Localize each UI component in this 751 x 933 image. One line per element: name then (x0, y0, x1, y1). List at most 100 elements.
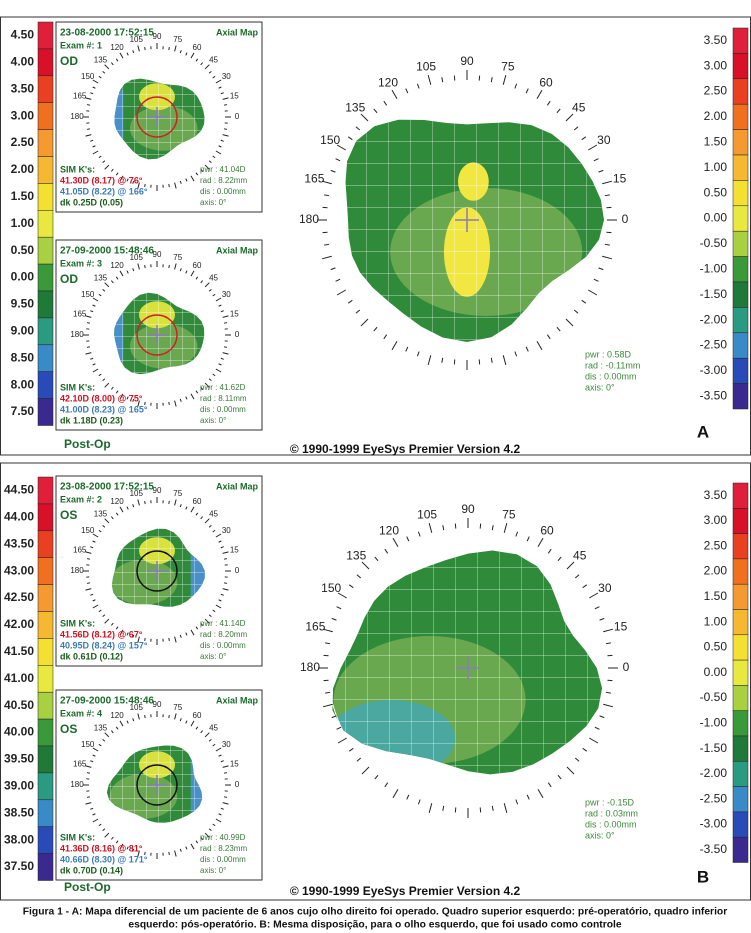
angle-label: 90 (153, 700, 162, 709)
ring-tick (90, 92, 94, 95)
ring-tick (491, 525, 494, 531)
ring-tick (605, 691, 611, 694)
ring-tick (168, 714, 170, 719)
ring-tick (126, 178, 129, 182)
ring-tick (137, 400, 140, 407)
ring-tick (574, 757, 580, 762)
ring-tick (373, 108, 378, 114)
ring-tick (356, 574, 362, 579)
ring-tick (223, 772, 228, 774)
angle-label: 165 (73, 759, 87, 768)
ring-tick (392, 537, 399, 548)
ring-tick (98, 529, 102, 533)
copyright: © 1990-1999 EyeSys Premier Version 4.2 (290, 442, 521, 456)
ring-tick (102, 160, 106, 164)
ring-tick (330, 267, 336, 271)
angle-label: 0 (235, 566, 240, 575)
ring-tick (185, 396, 188, 400)
map-rad: rad : 8.11mm (200, 394, 247, 403)
scale-label: 1.00 (704, 160, 728, 174)
scale-label: 43.50 (4, 536, 34, 550)
ring-tick (220, 760, 224, 763)
ring-tick (126, 632, 129, 636)
ring-tick (102, 378, 106, 382)
angle-label: 45 (209, 510, 218, 519)
exam: Exam #: 3 (60, 258, 102, 268)
ring-tick (223, 322, 228, 324)
ring-tick (582, 747, 588, 752)
ring-tick (126, 396, 129, 400)
scale-label: 2.00 (704, 564, 728, 578)
ring-tick (174, 713, 177, 720)
ring-tick (223, 104, 228, 106)
ring-tick (137, 850, 140, 857)
angle-label: 180 (70, 330, 84, 339)
ring-tick (168, 183, 170, 188)
ring-tick (179, 718, 182, 722)
ring-tick (427, 74, 432, 85)
ring-tick (360, 113, 369, 122)
ring-tick (92, 540, 96, 543)
map-pwr: pwr : 40.99D (200, 833, 246, 842)
scale-cell (732, 281, 749, 308)
ring-tick (391, 340, 398, 351)
ring-tick (347, 299, 353, 304)
ring-tick (547, 782, 552, 788)
angle-label: 75 (173, 703, 182, 712)
ring-tick (115, 840, 119, 844)
k2: 41.05D (8.22) @ 166° (60, 186, 148, 196)
ring-tick (331, 617, 337, 621)
ring-tick (565, 318, 574, 327)
zone (190, 758, 203, 812)
ring-tick (220, 546, 224, 549)
ring-tick (525, 346, 529, 352)
k1: 42.10D (8.00) @ 75° (60, 393, 143, 403)
scale-label: 2.00 (11, 162, 35, 176)
ring-tick (204, 732, 210, 738)
ring-tick (336, 726, 342, 730)
ring-tick (98, 155, 102, 159)
ring-tick (126, 270, 129, 274)
map-type: Axial Map (216, 27, 259, 37)
ring-tick (218, 599, 222, 602)
scale-label: 4.50 (11, 28, 35, 42)
ring-tick (115, 58, 119, 62)
ring-tick (593, 158, 599, 162)
ring-tick (442, 525, 445, 531)
ring-tick (565, 113, 574, 122)
ring-tick (215, 818, 222, 823)
ring-tick (168, 46, 170, 51)
ring-tick (92, 747, 99, 752)
ring-tick (208, 70, 212, 74)
scale-label: 0.00 (11, 270, 35, 284)
scale-cell (37, 718, 54, 747)
ring-tick (90, 593, 94, 596)
ring-tick (212, 155, 216, 159)
ring-tick (86, 558, 91, 560)
angle-label: 45 (209, 56, 218, 65)
ring-tick (602, 255, 613, 260)
scale-cell (37, 745, 54, 774)
ring-tick (502, 355, 507, 366)
ring-tick (222, 315, 229, 318)
ring-tick (526, 536, 530, 542)
angle-label: 15 (614, 619, 628, 633)
ring-tick (92, 368, 99, 373)
ring-tick (383, 100, 388, 106)
ring-tick (179, 398, 182, 402)
ring-tick (115, 512, 119, 516)
ring-tick (220, 593, 224, 596)
angle-label: 150 (81, 740, 95, 749)
ring-tick (185, 506, 188, 510)
ring-tick (222, 352, 229, 355)
angle-label: 120 (110, 711, 124, 720)
scale-cell (732, 307, 749, 334)
angle-label: 180 (70, 112, 84, 121)
ring-tick (416, 351, 420, 357)
ring-tick (137, 713, 140, 720)
scale-label: -2.50 (700, 338, 728, 352)
ring-tick (515, 799, 519, 805)
ring-tick (599, 617, 605, 621)
ring-tick (86, 772, 91, 774)
angle-label: 105 (130, 253, 144, 262)
